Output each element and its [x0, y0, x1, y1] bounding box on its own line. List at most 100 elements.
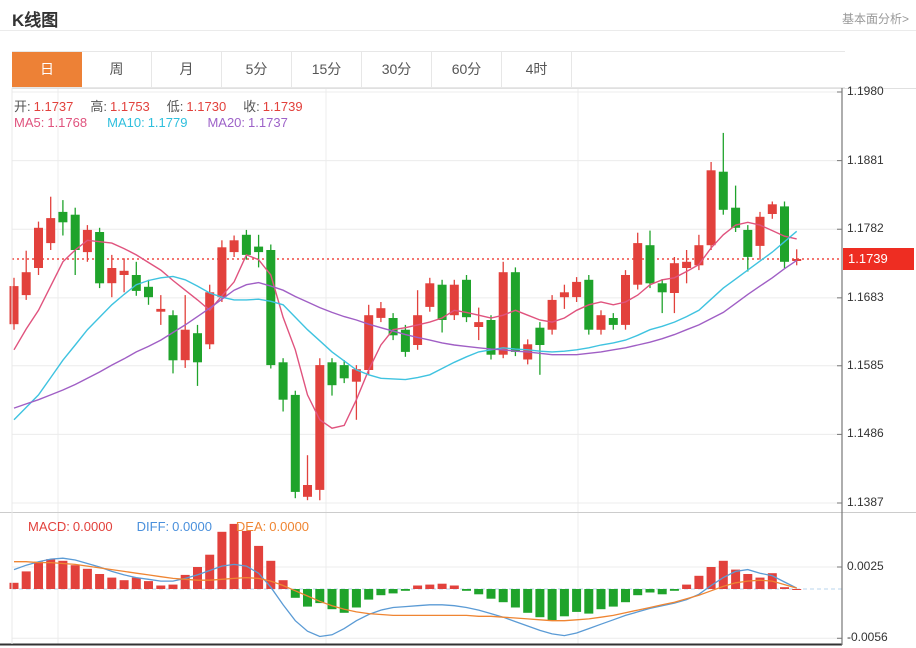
candle-body — [351, 369, 361, 382]
macd-bar — [449, 585, 459, 589]
macd-bar — [437, 583, 447, 589]
macd-bar — [755, 577, 765, 589]
header-divider — [0, 30, 916, 31]
ohlc-legend: 开: 1.1737 高: 1.1753 低: 1.1730 收: 1.1739 — [14, 96, 303, 115]
macd-bar — [46, 559, 56, 589]
legend-item: MACD: 0.0000 — [28, 519, 113, 534]
tab-周[interactable]: 周 — [82, 52, 152, 87]
candle-body — [168, 315, 178, 361]
candle-body — [596, 315, 606, 330]
ma5-line — [13, 221, 797, 429]
legend-item: MA20: 1.1737 — [207, 115, 288, 130]
tab-月[interactable]: 月 — [152, 52, 222, 87]
macd-bar — [731, 569, 741, 589]
macd-bar — [462, 589, 471, 591]
macd-bar — [339, 589, 349, 613]
candle-body — [694, 245, 704, 266]
current-price-value: 1.1739 — [848, 251, 888, 267]
candle-body — [682, 261, 692, 268]
candle-body — [144, 286, 153, 298]
tab-5分[interactable]: 5分 — [222, 52, 292, 87]
ma10-line — [13, 230, 798, 421]
macd-bar — [9, 582, 19, 589]
macd-bar — [780, 587, 789, 589]
candle-body — [241, 234, 251, 255]
candles[interactable] — [9, 132, 802, 501]
candle-body — [449, 284, 459, 316]
macd-bar — [572, 589, 582, 612]
candle-body — [388, 318, 398, 336]
macd-histogram[interactable] — [9, 523, 802, 621]
candle-body — [339, 365, 349, 379]
macd-bar — [180, 574, 190, 589]
macd-bar — [70, 565, 80, 589]
macd-bar — [559, 589, 569, 617]
candle-body — [217, 247, 227, 298]
candle-body — [706, 170, 716, 246]
legend-item: DEA: 0.0000 — [235, 519, 310, 534]
macd-bar — [376, 589, 386, 596]
macd-bar — [621, 589, 630, 603]
candlestick-chart[interactable] — [0, 88, 916, 648]
macd-bar — [82, 568, 92, 589]
macd-bar — [303, 589, 312, 607]
candle-body — [180, 329, 190, 361]
candle-body — [657, 283, 667, 293]
candle-body — [792, 259, 802, 261]
macd-bar — [315, 589, 325, 604]
candle-body — [193, 333, 202, 363]
macd-bar — [144, 581, 153, 589]
candle-body — [547, 299, 557, 330]
current-price-badge: 1.1739 — [843, 248, 914, 271]
macd-bar — [388, 589, 398, 594]
macd-bar — [486, 589, 496, 599]
candle-body — [58, 211, 68, 223]
macd-bar — [254, 545, 264, 589]
period-tab-bar: 日周月 5分 15分 30分 60分 4时 — [12, 51, 845, 88]
candle-body — [156, 308, 166, 312]
macd-bar — [327, 589, 337, 610]
legend-item: 开: 1.1737 — [14, 99, 74, 114]
macd-bar — [193, 567, 202, 589]
candle-body — [767, 204, 777, 214]
macd-bar — [351, 589, 361, 608]
candle-body — [9, 286, 19, 325]
tab-15分[interactable]: 15分 — [292, 52, 362, 87]
candle-body — [462, 279, 471, 318]
ma20-line — [13, 259, 798, 409]
macd-bar — [510, 589, 520, 608]
tab-日[interactable]: 日 — [12, 52, 82, 87]
macd-bar — [682, 584, 692, 589]
macd-bar — [290, 589, 300, 598]
macd-bar — [205, 554, 215, 589]
candle-body — [731, 207, 741, 228]
candle-body — [486, 320, 496, 355]
macd-bar — [523, 589, 533, 613]
macd-bar — [608, 589, 618, 607]
price-tick-label: 1.1387 — [847, 495, 884, 509]
price-tick-label: 1.1782 — [847, 221, 884, 236]
macd-bar — [266, 560, 276, 589]
macd-bar — [21, 571, 31, 589]
candle-body — [266, 250, 276, 366]
macd-bar — [241, 530, 251, 589]
candle-body — [755, 216, 765, 246]
fundamental-analysis-link[interactable]: 基本面分析> — [841, 12, 909, 26]
macd-bar — [584, 589, 594, 614]
candle-body — [327, 362, 337, 386]
macd-bar — [119, 580, 129, 589]
candle-body — [376, 308, 386, 318]
macd-bar — [633, 589, 643, 596]
candle-body — [254, 246, 264, 253]
tab-30分[interactable]: 30分 — [362, 52, 432, 87]
page-title: K线图 — [12, 11, 59, 30]
legend-item: MA10: 1.1779 — [107, 115, 188, 130]
candle-body — [474, 322, 484, 327]
legend-item: 高: 1.1753 — [90, 99, 150, 114]
candle-body — [645, 245, 655, 284]
tab-4时[interactable]: 4时 — [502, 52, 572, 87]
dea-line — [14, 561, 797, 622]
candle-body — [718, 171, 728, 210]
macd-tick-label: -0.0056 — [847, 630, 888, 645]
tab-60分[interactable]: 60分 — [432, 52, 502, 87]
